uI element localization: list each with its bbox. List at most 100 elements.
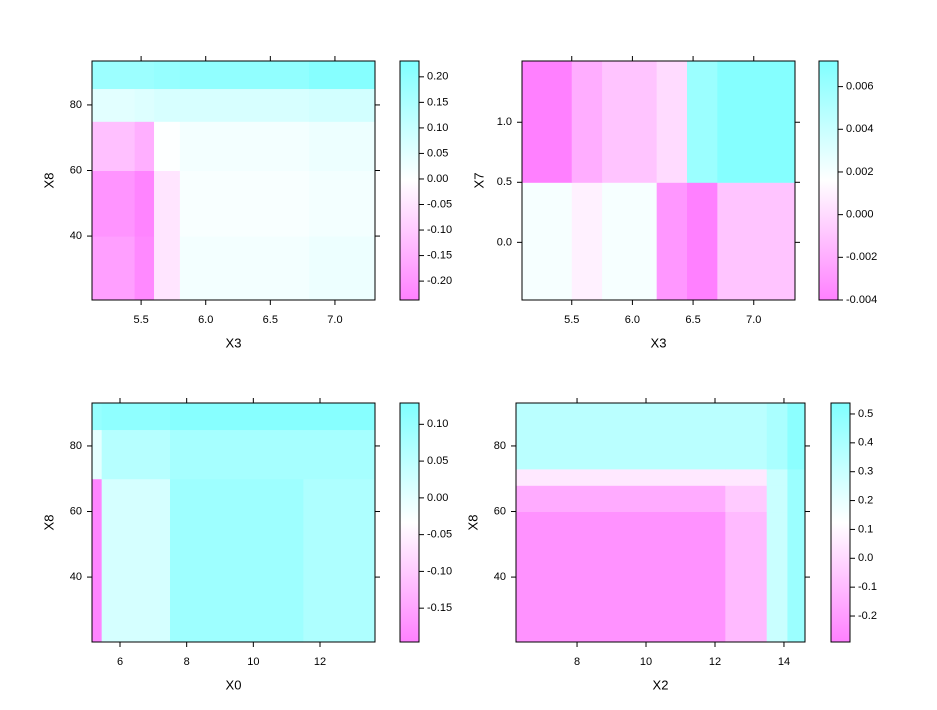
colorbar-tick-label: 0.00 bbox=[427, 492, 448, 504]
heat-cell bbox=[92, 88, 136, 122]
x-tick-label: 6.0 bbox=[625, 314, 640, 326]
heat-cell bbox=[516, 485, 726, 513]
y-tick-label: 40 bbox=[70, 230, 82, 242]
heat-cell bbox=[753, 61, 796, 183]
heat-cell bbox=[303, 478, 376, 643]
y-axis-label: X8 bbox=[41, 515, 56, 531]
x-tick-label: 8 bbox=[184, 656, 190, 668]
x-axis-label: X3 bbox=[226, 335, 242, 350]
heat-cell bbox=[134, 236, 155, 301]
x-axis-label: X0 bbox=[226, 677, 242, 692]
heat-cell bbox=[154, 88, 181, 122]
colorbar bbox=[818, 60, 839, 301]
colorbar-tick-label: 0.10 bbox=[427, 418, 448, 430]
plot-frame bbox=[521, 60, 796, 301]
colorbar-tick-label: 0.006 bbox=[846, 81, 874, 93]
heat-cell bbox=[766, 485, 788, 513]
y-tick-label: 80 bbox=[494, 440, 506, 452]
heat-cell bbox=[170, 403, 304, 431]
heat-cell bbox=[92, 429, 103, 480]
x-tick-label: 6.0 bbox=[198, 314, 213, 326]
x-tick-label: 6.5 bbox=[263, 314, 278, 326]
colorbar-tick-label: 0.000 bbox=[846, 209, 874, 221]
heat-cell bbox=[516, 511, 726, 643]
colorbar-tick-label: -0.15 bbox=[427, 602, 452, 614]
y-tick-label: 0.5 bbox=[497, 176, 512, 188]
heat-cell bbox=[92, 478, 103, 643]
heat-cell bbox=[101, 429, 171, 480]
heat-cell bbox=[101, 478, 171, 643]
y-axis-label: X8 bbox=[41, 173, 56, 189]
colorbar-tick-label: -0.05 bbox=[427, 198, 452, 210]
heat-cell bbox=[134, 88, 155, 122]
heat-cell bbox=[101, 403, 171, 431]
y-tick-label: 1.0 bbox=[497, 116, 512, 128]
heat-cell bbox=[725, 468, 768, 486]
heat-cell bbox=[522, 182, 573, 301]
heat-cell bbox=[179, 121, 310, 172]
heat-cell bbox=[170, 478, 304, 643]
heat-cell bbox=[687, 182, 718, 301]
colorbar-tick-label: 0.20 bbox=[427, 71, 448, 83]
heat-cell bbox=[179, 88, 310, 122]
heat-cell bbox=[309, 121, 376, 172]
colorbar-tick-label: -0.004 bbox=[846, 294, 877, 306]
y-tick-label: 80 bbox=[70, 99, 82, 111]
heat-cell bbox=[303, 429, 376, 480]
colorbar-tick-label: 0.10 bbox=[427, 122, 448, 134]
heat-cell bbox=[179, 61, 310, 90]
y-axis-label: X8 bbox=[465, 515, 480, 531]
heat-cell bbox=[787, 468, 806, 486]
y-tick-label: 60 bbox=[70, 505, 82, 517]
heat-cell bbox=[179, 170, 310, 237]
heat-cell bbox=[309, 88, 376, 122]
y-tick-label: 60 bbox=[70, 164, 82, 176]
colorbar-tick-label: 0.0 bbox=[858, 552, 873, 564]
heat-cell bbox=[92, 403, 103, 431]
heat-cell bbox=[725, 485, 768, 513]
y-tick-label: 40 bbox=[494, 571, 506, 583]
y-axis-label: X7 bbox=[471, 173, 486, 189]
plot-frame bbox=[91, 402, 376, 643]
colorbar-tick-label: 0.05 bbox=[427, 147, 448, 159]
heat-cell bbox=[309, 170, 376, 237]
colorbar-tick-label: -0.10 bbox=[427, 224, 452, 236]
x-tick-label: 12 bbox=[709, 656, 721, 668]
heat-cell bbox=[787, 485, 806, 513]
colorbar-tick-label: -0.05 bbox=[427, 529, 452, 541]
y-tick-label: 60 bbox=[494, 505, 506, 517]
colorbar-tick-label: 0.5 bbox=[858, 408, 873, 420]
x-tick-label: 7.0 bbox=[746, 314, 761, 326]
colorbar-tick-label: 0.3 bbox=[858, 466, 873, 478]
heat-cell bbox=[303, 403, 376, 431]
plot-frame bbox=[91, 60, 376, 301]
colorbar-tick-label: -0.10 bbox=[427, 565, 452, 577]
colorbar-tick-label: 0.4 bbox=[858, 437, 873, 449]
x-tick-label: 12 bbox=[314, 656, 326, 668]
colorbar-tick-label: -0.1 bbox=[858, 581, 877, 593]
heat-cell bbox=[134, 170, 155, 237]
colorbar-tick-label: 0.1 bbox=[858, 523, 873, 535]
heat-cell bbox=[179, 236, 310, 301]
x-tick-label: 5.5 bbox=[564, 314, 579, 326]
heat-cell bbox=[571, 182, 603, 301]
plot-frame bbox=[515, 402, 806, 643]
x-tick-label: 10 bbox=[640, 656, 652, 668]
x-tick-label: 6 bbox=[117, 656, 123, 668]
heat-cell bbox=[571, 61, 603, 183]
colorbar bbox=[830, 402, 851, 643]
x-axis-label: X2 bbox=[653, 677, 669, 692]
heat-cell bbox=[656, 182, 688, 301]
colorbar-tick-label: 0.2 bbox=[858, 494, 873, 506]
heat-cell bbox=[787, 403, 806, 470]
colorbar-tick-label: -0.2 bbox=[858, 610, 877, 622]
x-tick-label: 8 bbox=[574, 656, 580, 668]
x-tick-label: 5.5 bbox=[133, 314, 148, 326]
x-tick-label: 10 bbox=[247, 656, 259, 668]
colorbar-tick-label: 0.00 bbox=[427, 173, 448, 185]
heat-cell bbox=[92, 236, 136, 301]
heat-cell bbox=[766, 511, 788, 643]
heat-cell bbox=[134, 61, 155, 90]
colorbar-tick-label: 0.05 bbox=[427, 455, 448, 467]
